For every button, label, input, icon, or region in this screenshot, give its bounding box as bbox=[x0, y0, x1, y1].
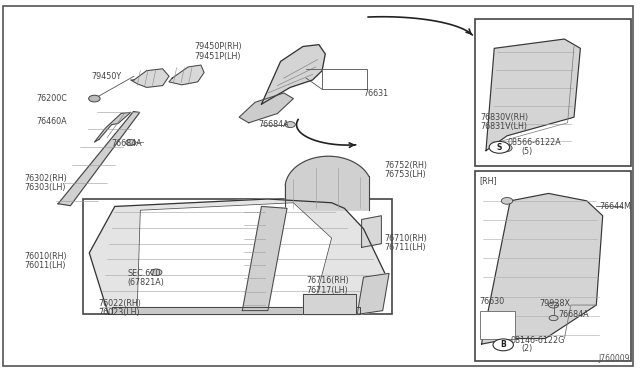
Text: 76684A: 76684A bbox=[259, 120, 289, 129]
Text: 76711(LH): 76711(LH) bbox=[384, 243, 426, 252]
Text: 08566-6122A: 08566-6122A bbox=[507, 138, 561, 147]
Text: 76011(LH): 76011(LH) bbox=[24, 262, 66, 270]
Polygon shape bbox=[169, 65, 204, 85]
Text: 76631: 76631 bbox=[364, 89, 388, 97]
Text: 76644M: 76644M bbox=[600, 202, 632, 211]
Polygon shape bbox=[111, 307, 360, 314]
Text: 79450Y: 79450Y bbox=[91, 72, 121, 81]
Text: (5): (5) bbox=[521, 147, 532, 155]
Polygon shape bbox=[58, 112, 140, 206]
Text: 76830V(RH): 76830V(RH) bbox=[480, 113, 529, 122]
Text: J760009: J760009 bbox=[598, 354, 630, 363]
Bar bbox=[480, 311, 515, 339]
Polygon shape bbox=[285, 156, 369, 210]
Circle shape bbox=[150, 269, 162, 276]
Circle shape bbox=[501, 198, 513, 204]
Circle shape bbox=[125, 140, 136, 145]
Text: 79928X: 79928X bbox=[539, 299, 570, 308]
Text: 76710(RH): 76710(RH) bbox=[384, 234, 427, 243]
Polygon shape bbox=[137, 203, 332, 311]
Text: 76022(RH): 76022(RH) bbox=[99, 299, 141, 308]
Circle shape bbox=[548, 302, 559, 308]
Polygon shape bbox=[94, 112, 131, 142]
Circle shape bbox=[489, 141, 509, 153]
Text: (2): (2) bbox=[522, 344, 533, 353]
Bar bbox=[322, 69, 367, 89]
Polygon shape bbox=[486, 39, 580, 151]
Text: 76200C: 76200C bbox=[36, 94, 67, 103]
Bar bbox=[475, 171, 632, 361]
Circle shape bbox=[285, 122, 295, 128]
Text: 76023(LH): 76023(LH) bbox=[99, 308, 140, 317]
Text: 76831V(LH): 76831V(LH) bbox=[480, 122, 527, 131]
Polygon shape bbox=[357, 273, 389, 314]
Polygon shape bbox=[239, 93, 293, 123]
Text: 79450P(RH): 79450P(RH) bbox=[195, 42, 242, 51]
Polygon shape bbox=[262, 45, 325, 104]
Polygon shape bbox=[90, 199, 386, 314]
Text: 76684A: 76684A bbox=[558, 310, 589, 319]
Text: 76460A: 76460A bbox=[36, 117, 67, 126]
Text: 76630: 76630 bbox=[479, 297, 505, 306]
Text: 76302(RH): 76302(RH) bbox=[24, 174, 67, 183]
Text: (67821A): (67821A) bbox=[127, 278, 164, 287]
Polygon shape bbox=[303, 294, 356, 314]
Circle shape bbox=[89, 95, 100, 102]
Circle shape bbox=[549, 315, 558, 321]
Bar bbox=[83, 199, 392, 314]
Text: 76752(RH): 76752(RH) bbox=[384, 161, 427, 170]
Text: SEC.670: SEC.670 bbox=[127, 269, 161, 278]
Text: 76684A: 76684A bbox=[111, 139, 142, 148]
Text: 76303(LH): 76303(LH) bbox=[24, 183, 66, 192]
Text: 76010(RH): 76010(RH) bbox=[24, 252, 67, 261]
Text: 76716(RH): 76716(RH) bbox=[306, 276, 349, 285]
Circle shape bbox=[499, 144, 512, 152]
Text: 76753(LH): 76753(LH) bbox=[384, 170, 426, 179]
Polygon shape bbox=[481, 193, 603, 344]
Text: 79451P(LH): 79451P(LH) bbox=[195, 52, 241, 61]
Circle shape bbox=[493, 339, 513, 351]
Text: S: S bbox=[497, 143, 502, 152]
Text: B: B bbox=[500, 340, 506, 349]
Polygon shape bbox=[362, 216, 381, 247]
Bar bbox=[475, 19, 632, 166]
Text: [RH]: [RH] bbox=[479, 176, 497, 185]
Text: 08146-6122G: 08146-6122G bbox=[510, 336, 564, 345]
Polygon shape bbox=[131, 69, 169, 87]
Polygon shape bbox=[243, 206, 287, 311]
Text: 76717(LH): 76717(LH) bbox=[306, 286, 348, 295]
